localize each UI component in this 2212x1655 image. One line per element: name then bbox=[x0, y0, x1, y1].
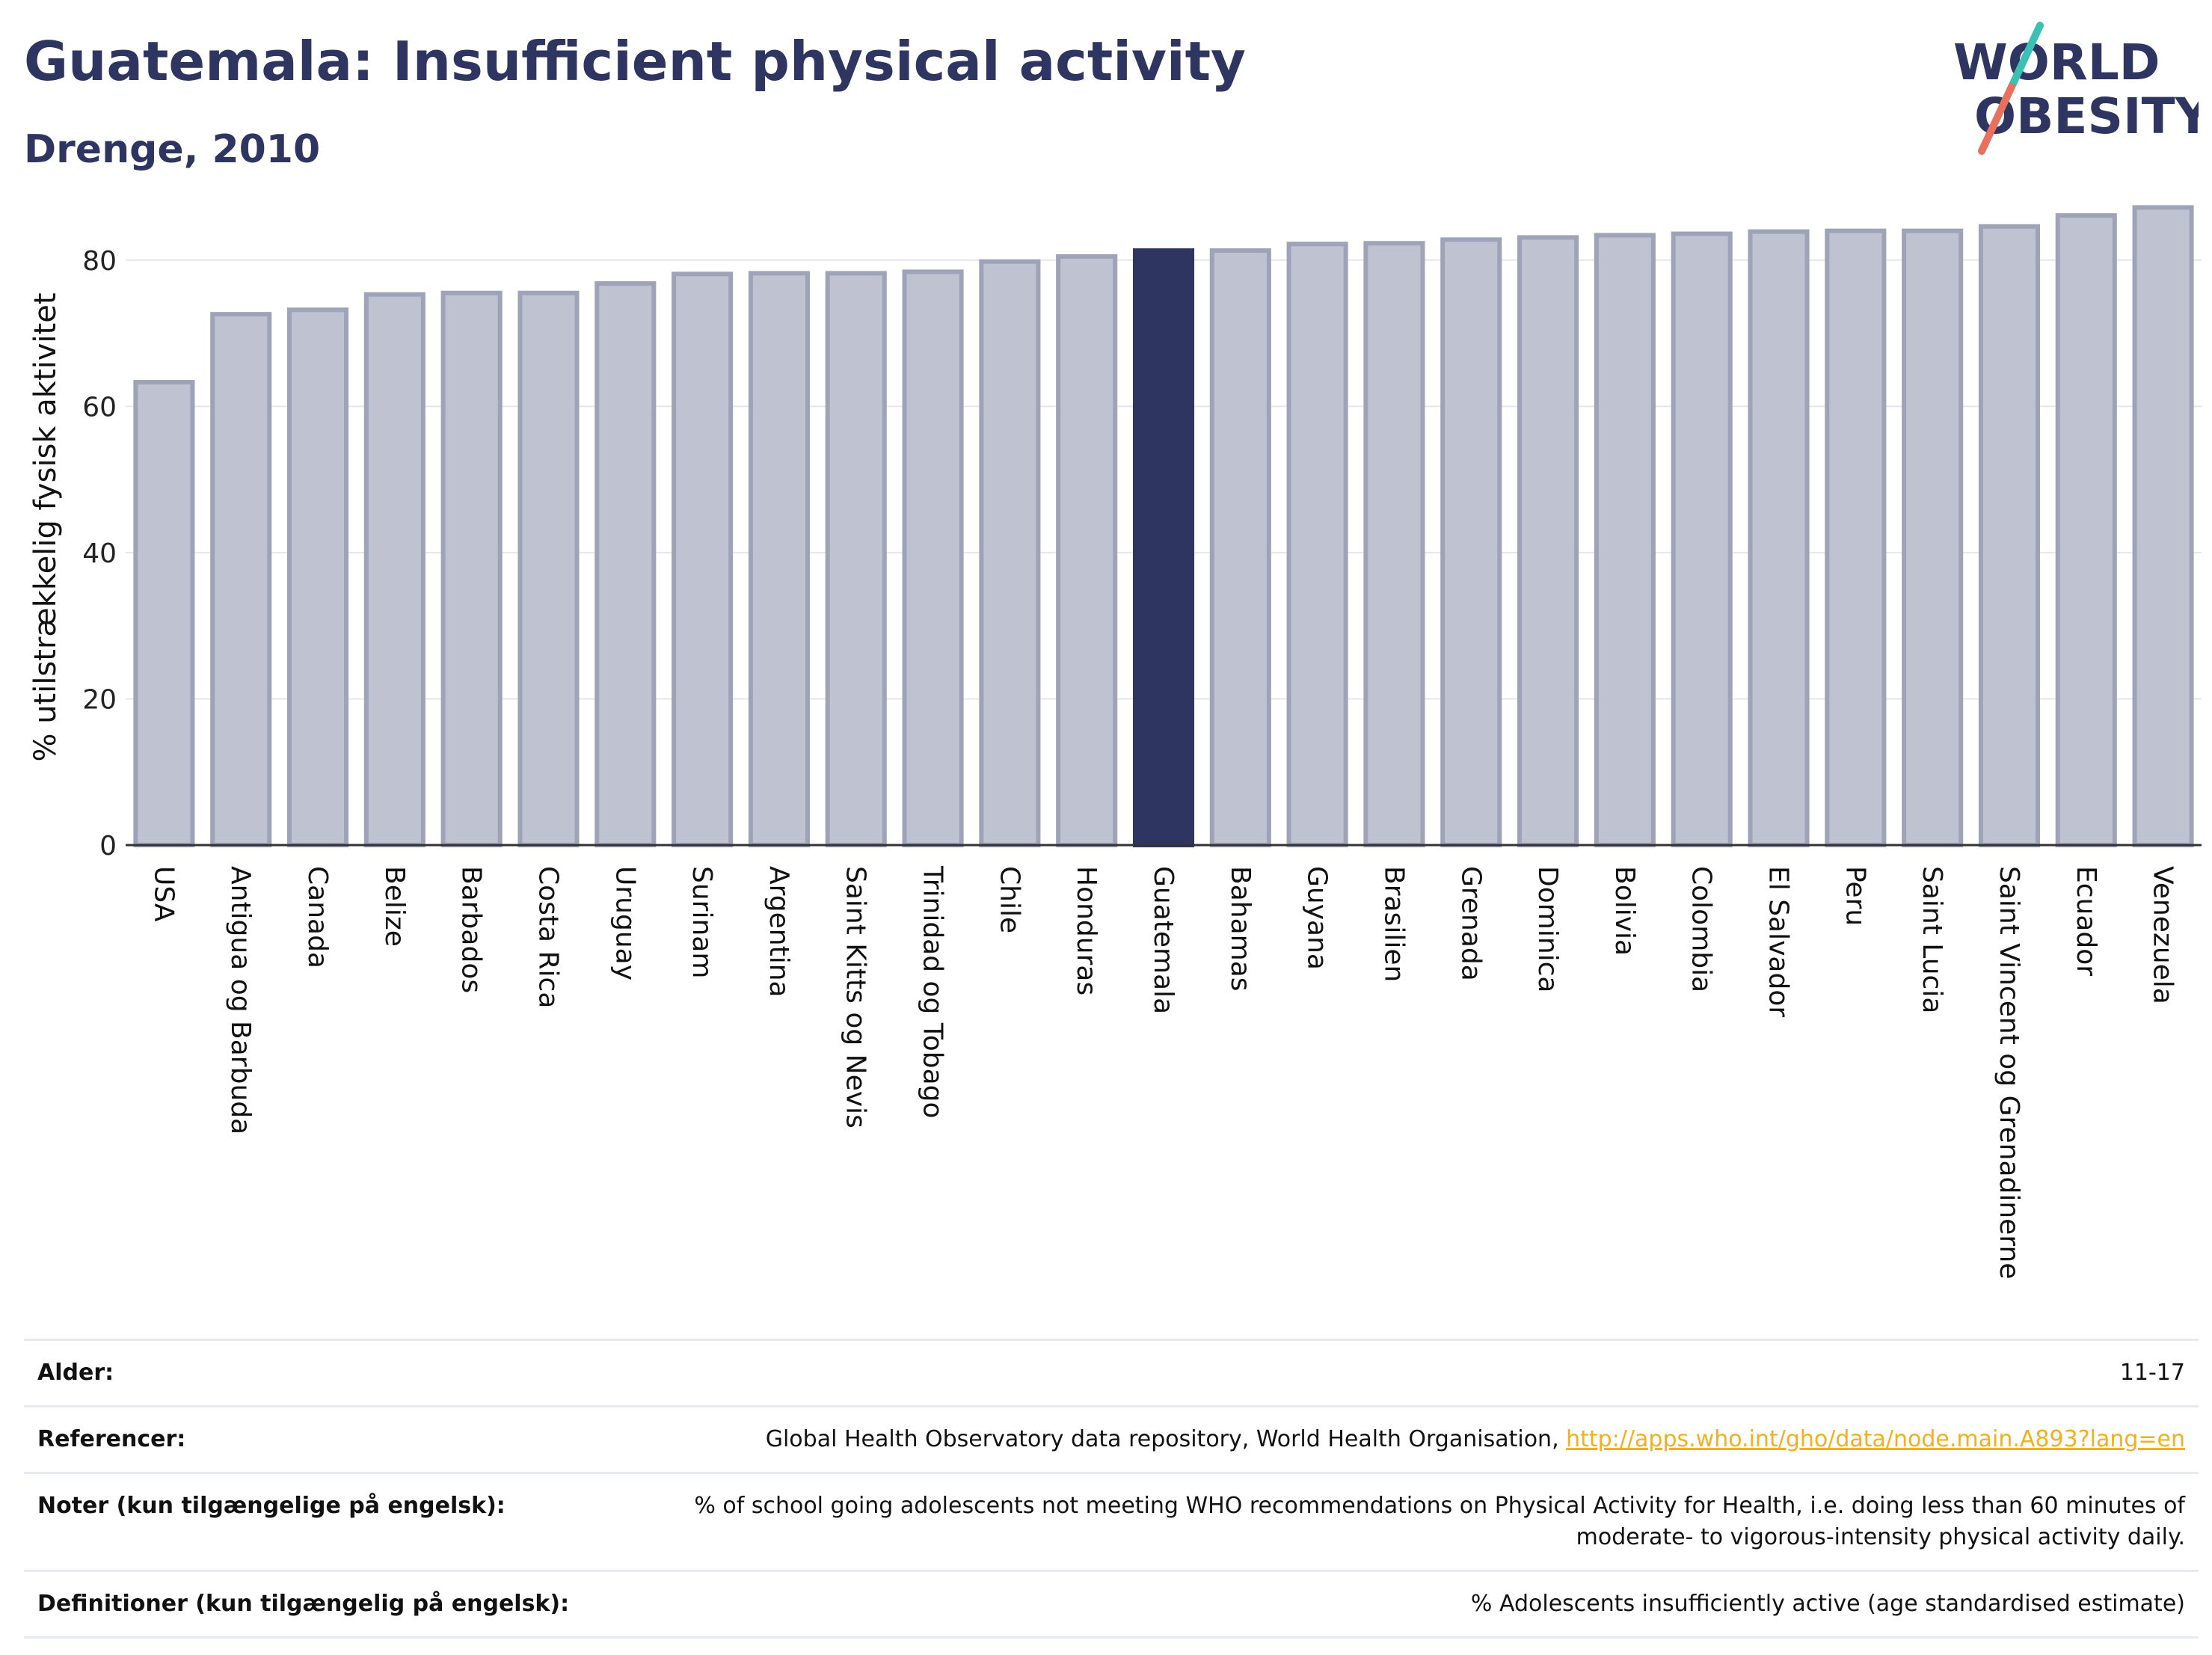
bar bbox=[748, 271, 810, 847]
x-tick-label: Venezuela bbox=[2148, 866, 2178, 1004]
bar bbox=[902, 269, 964, 847]
x-axis-labels: USA Antigua og Barbuda Canada Belize Barbado… bbox=[148, 865, 2178, 1279]
info-key-references: Referencer: bbox=[37, 1426, 186, 1452]
bar bbox=[1902, 228, 1964, 847]
x-tick-label: Peru bbox=[1840, 866, 1870, 926]
x-tick-label: Argentina bbox=[764, 866, 794, 998]
info-row-references: Referencer: Global Health Observatory da… bbox=[24, 1406, 2199, 1473]
info-row-definitions: Definitioner (kun tilgængelig på engelsk… bbox=[24, 1570, 2199, 1638]
bar bbox=[210, 312, 272, 847]
reference-text: Global Health Observatory data repositor… bbox=[765, 1426, 1567, 1452]
x-tick-label: El Salvador bbox=[1763, 866, 1794, 1017]
x-tick-label: Colombia bbox=[1686, 866, 1717, 992]
logo-slash-top bbox=[2008, 22, 2044, 90]
x-tick-label: Saint Vincent og Grenadinerne bbox=[1994, 866, 2024, 1279]
bar-chart: 0 20 40 60 80 USA Antigua og Barbuda Canada Bel… bbox=[28, 205, 2202, 1279]
x-tick-label: Costa Rica bbox=[532, 866, 563, 1008]
logo-line1: WORLD bbox=[1953, 34, 2160, 91]
x-tick-label: Canada bbox=[302, 866, 333, 968]
bar bbox=[1517, 235, 1579, 847]
x-tick-label: Saint Kitts og Nevis bbox=[841, 866, 871, 1129]
page-subtitle: Drenge, 2010 bbox=[24, 127, 321, 172]
x-tick-label: Bahamas bbox=[1225, 866, 1256, 992]
info-key-age: Alder: bbox=[37, 1360, 114, 1386]
x-tick-label: Surinam bbox=[686, 866, 717, 978]
x-tick-label: Guatemala bbox=[1148, 866, 1179, 1014]
info-value-references: Global Health Observatory data repositor… bbox=[619, 1407, 2199, 1473]
bar bbox=[595, 281, 657, 848]
bar bbox=[1286, 242, 1348, 847]
bar bbox=[517, 290, 580, 847]
info-row-notes: Noter (kun tilgængelige på engelsk): % o… bbox=[24, 1473, 2199, 1571]
bar bbox=[286, 307, 349, 847]
bars bbox=[133, 205, 2194, 848]
bar bbox=[2055, 213, 2117, 847]
bar bbox=[1209, 248, 1271, 848]
x-tick-label: Brasilien bbox=[1378, 866, 1409, 982]
bar bbox=[133, 380, 195, 848]
x-tick-label: Antigua og Barbuda bbox=[225, 866, 256, 1134]
bar bbox=[2132, 205, 2194, 847]
x-tick-label: Uruguay bbox=[609, 866, 640, 980]
x-tick-label: Trinidad og Tobago bbox=[918, 865, 948, 1119]
y-tick-label: 60 bbox=[82, 392, 117, 423]
logo-slash-bottom bbox=[1978, 83, 2015, 155]
bar bbox=[1363, 241, 1425, 847]
world-obesity-logo: WORLD OBESITY bbox=[1953, 22, 2199, 155]
info-key-definitions: Definitioner (kun tilgængelig på engelsk… bbox=[37, 1591, 570, 1617]
bar bbox=[979, 259, 1041, 847]
bar bbox=[672, 271, 734, 848]
info-value-age: 11-17 bbox=[2119, 1360, 2185, 1386]
x-tick-label: Dominica bbox=[1532, 866, 1563, 993]
bar bbox=[1594, 233, 1656, 847]
x-tick-label: Grenada bbox=[1455, 866, 1486, 981]
bar bbox=[825, 271, 887, 847]
y-axis-ticks: 0 20 40 60 80 bbox=[82, 246, 117, 862]
x-tick-label: Barbados bbox=[456, 866, 487, 993]
bar bbox=[363, 292, 425, 847]
bar bbox=[1825, 228, 1887, 847]
x-tick-label: Bolivia bbox=[1609, 866, 1640, 956]
x-tick-label: Ecuador bbox=[2071, 866, 2101, 976]
x-tick-label: Belize bbox=[379, 866, 410, 947]
y-tick-label: 80 bbox=[82, 246, 117, 277]
bar bbox=[1056, 254, 1118, 847]
x-tick-label: Chile bbox=[994, 866, 1024, 933]
bar bbox=[1748, 229, 1810, 847]
reference-link[interactable]: http://apps.who.int/gho/data/node.main.A… bbox=[1566, 1426, 2185, 1452]
bar bbox=[1440, 237, 1502, 847]
x-tick-label: Guyana bbox=[1302, 866, 1333, 970]
logo-line2: OBESITY bbox=[1974, 87, 2199, 145]
info-table: Alder: 11-17 Referencer: Global Health O… bbox=[24, 1339, 2199, 1639]
y-tick-label: 0 bbox=[99, 831, 117, 862]
x-tick-label: USA bbox=[148, 866, 179, 922]
x-tick-label: Saint Lucia bbox=[1917, 866, 1947, 1013]
bar bbox=[1671, 231, 1733, 848]
info-row-age: Alder: 11-17 bbox=[24, 1339, 2199, 1407]
info-value-definitions: % Adolescents insufficiently active (age… bbox=[1470, 1591, 2185, 1617]
info-key-notes: Noter (kun tilgængelige på engelsk): bbox=[37, 1493, 506, 1519]
bar-highlight bbox=[1132, 248, 1195, 848]
page-title: Guatemala: Insufficient physical activit… bbox=[24, 30, 1246, 93]
x-tick-label: Honduras bbox=[1071, 866, 1102, 995]
info-value-notes: % of school going adolescents not meetin… bbox=[694, 1493, 2185, 1550]
bar bbox=[440, 290, 503, 847]
y-axis-title: % utilstrækkelig fysisk aktivitet bbox=[28, 292, 63, 761]
y-tick-label: 40 bbox=[82, 538, 117, 569]
bar bbox=[1978, 224, 2041, 847]
y-tick-label: 20 bbox=[82, 684, 117, 715]
